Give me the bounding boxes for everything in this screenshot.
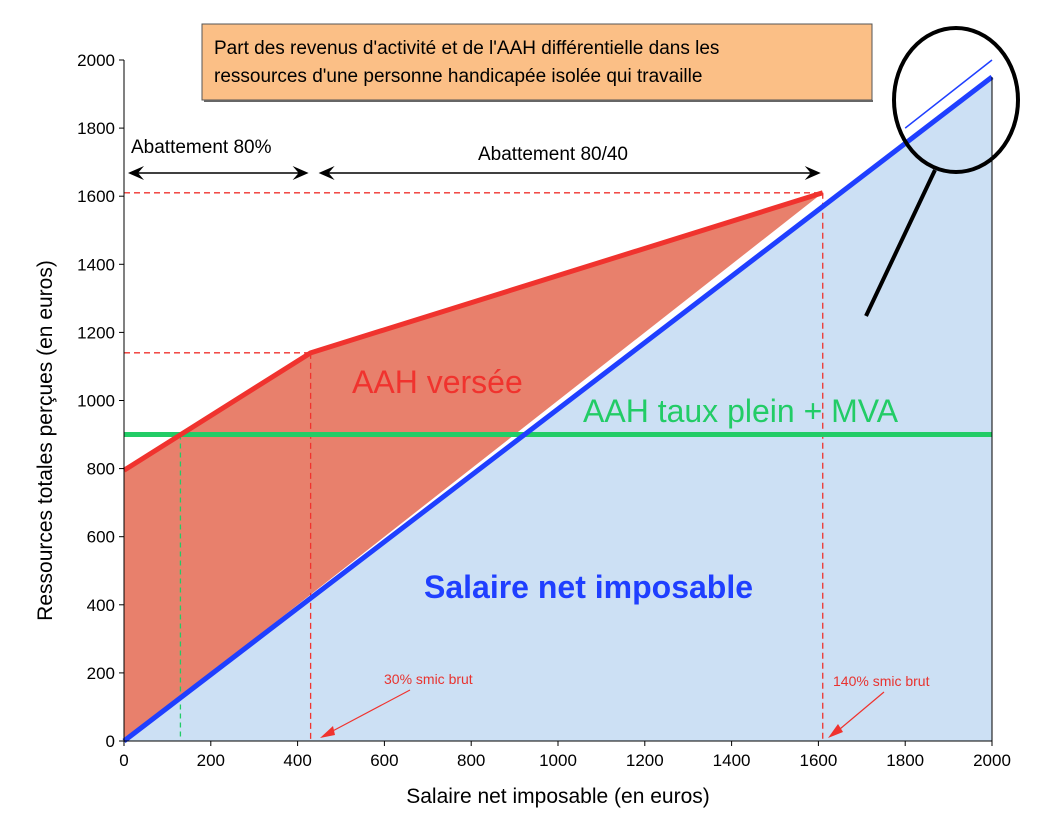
y-tick-label: 1200: [77, 323, 115, 342]
x-tick-label: 2000: [973, 751, 1011, 770]
x-axis-title: Salaire net imposable (en euros): [406, 785, 710, 808]
x-tick-label: 1200: [626, 751, 664, 770]
series-line-salaire: [122, 75, 994, 743]
x-tick-label: 200: [197, 751, 225, 770]
y-tick-label: 400: [87, 596, 115, 615]
chart-title-line: Part des revenus d'activité et de l'AAH …: [214, 38, 719, 59]
reference-lines: [124, 192, 824, 741]
arrow-smic-140-head: [828, 724, 843, 738]
area-fills: [124, 77, 992, 742]
series-line-identity: [904, 59, 993, 129]
series-lines: [122, 59, 994, 743]
x-tick-label: 0: [119, 751, 128, 770]
annotations: Part des revenus d'activité et de l'AAH …: [128, 23, 1020, 738]
axes: 0 200 400 600 800 1000 1200 1400 1600 1800 2000 0 20…: [34, 51, 1011, 808]
label-aah-plein: AAH taux plein + MVA: [583, 393, 899, 429]
zoom-circle: [892, 26, 1020, 174]
label-aah-versee: AAH versée: [352, 364, 523, 400]
x-tick-label: 1800: [886, 751, 924, 770]
arrow-abattement-80-head-left: [128, 166, 144, 180]
y-tick-label: 200: [87, 664, 115, 683]
arrow-abattement-80-40-head-right: [804, 166, 821, 180]
zoom-pointer: [864, 169, 937, 317]
series-line-aah-versee: [122, 190, 824, 473]
label-salaire: Salaire net imposable: [424, 569, 753, 605]
label-smic-140: 140% smic brut: [833, 673, 930, 689]
y-axis-title: Ressources totales perçues (en euros): [34, 260, 57, 621]
y-tick-label: 0: [106, 732, 115, 751]
y-tick-label: 600: [87, 528, 115, 547]
x-tick-label: 1400: [713, 751, 751, 770]
y-tick-label: 1800: [77, 119, 115, 138]
arrow-abattement-80-40-head-left: [318, 166, 335, 180]
y-tick-label: 1000: [77, 392, 115, 411]
x-tick-label: 600: [370, 751, 398, 770]
x-tick-label: 1600: [799, 751, 837, 770]
salary-area: [124, 77, 992, 741]
label-abattement-80-40: Abattement 80/40: [478, 144, 628, 165]
label-smic-30: 30% smic brut: [384, 671, 473, 687]
label-abattement-80: Abattement 80%: [131, 137, 272, 158]
chart-title-line: ressources d'une personne handicapée iso…: [214, 66, 702, 87]
aah-area: [124, 192, 823, 742]
arrow-smic-140: [833, 691, 885, 735]
arrow-smic-30-head: [320, 726, 335, 738]
x-tick-label: 800: [457, 751, 485, 770]
arrow-smic-30: [326, 689, 411, 735]
x-tick-label: 1000: [539, 751, 577, 770]
y-tick-label: 1400: [77, 255, 115, 274]
y-tick-label: 1600: [77, 187, 115, 206]
arrow-abattement-80-head-right: [292, 166, 309, 180]
y-tick-label: 800: [87, 460, 115, 479]
x-tick-label: 400: [283, 751, 311, 770]
y-tick-label: 2000: [77, 51, 115, 70]
title-box: [201, 23, 873, 101]
